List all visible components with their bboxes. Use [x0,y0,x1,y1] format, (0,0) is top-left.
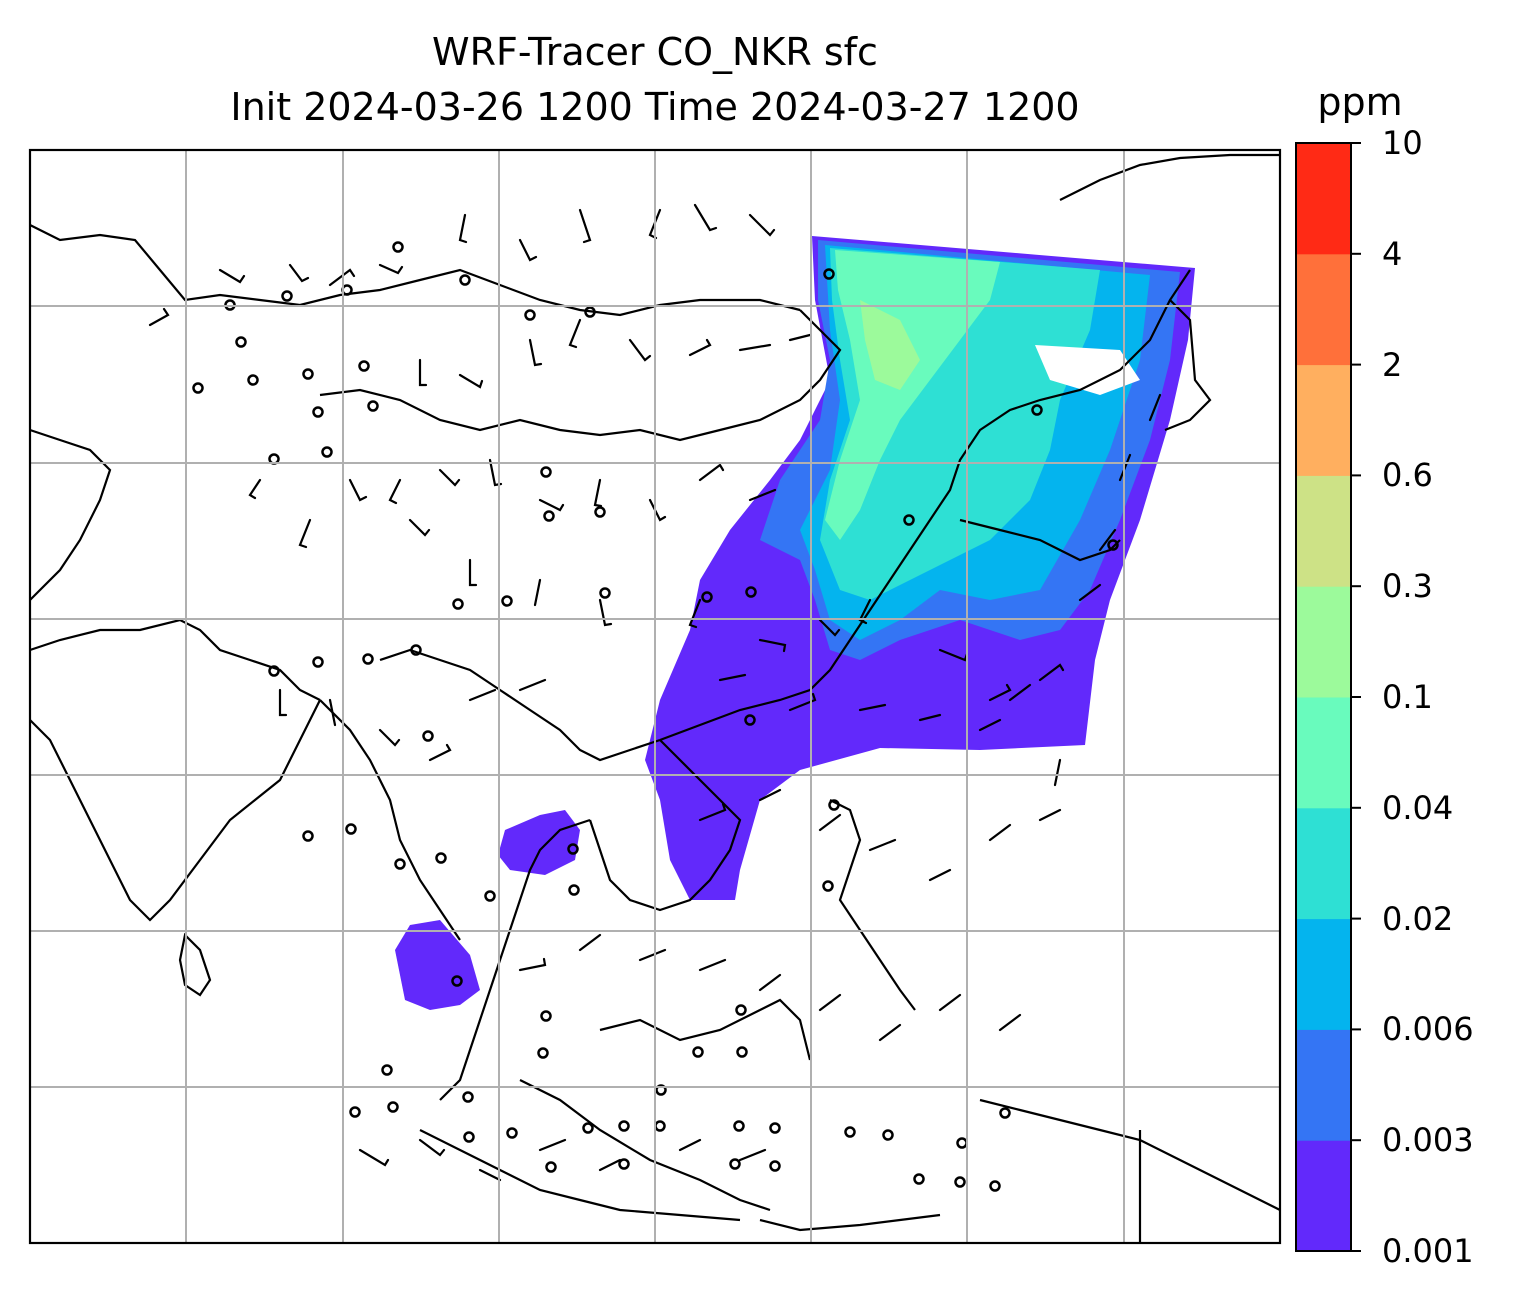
map-title-line1: WRF-Tracer CO_NKR sfc [432,30,878,74]
colorbar-tick-label: 0.6 [1382,456,1433,495]
colorbar-segment [1296,586,1351,698]
map-gridlines [30,150,1280,1243]
coastlines [30,153,1280,1243]
wind-barbs [148,203,1162,1182]
colorbar-tick-label: 2 [1382,345,1403,384]
colorbar-tick-label: 0.04 [1382,788,1454,827]
plume-band-0.1 [860,300,920,390]
colorbar-segment [1296,143,1351,255]
map-frame [28,148,1282,1245]
colorbar-tick-label: 0.3 [1382,567,1433,606]
calm-wind-markers [192,241,1119,1192]
colorbar-segment [1296,364,1351,476]
colorbar-segment [1296,697,1351,809]
plume-band-0.001-patch1 [498,810,580,875]
colorbar-segment [1296,1140,1351,1252]
colorbar-tick-label: 0.02 [1382,899,1454,938]
colorbar-tick-label: 0.003 [1382,1121,1474,1160]
colorbar-segment [1296,1029,1351,1141]
colorbar-tick-label: 10 [1382,124,1423,162]
colorbar-segment [1296,807,1351,920]
plume-band-0.001-patch2 [395,920,480,1010]
colorbar-segment [1296,475,1351,587]
colorbar [1295,142,1361,1252]
colorbar-tick-label: 0.001 [1382,1232,1474,1270]
colorbar-tick-label: 0.006 [1382,1010,1474,1049]
colorbar-unit-label: ppm [1317,80,1403,124]
plume-gap [1035,345,1140,395]
map-title-line2: Init 2024-03-26 1200 Time 2024-03-27 120… [230,85,1080,129]
colorbar-segment [1296,918,1351,1030]
colorbar-segment [1296,253,1351,366]
colorbar-tick-label: 0.1 [1382,678,1433,716]
colorbar-tick-label: 4 [1382,234,1403,273]
tracer-plume [395,236,1195,1010]
